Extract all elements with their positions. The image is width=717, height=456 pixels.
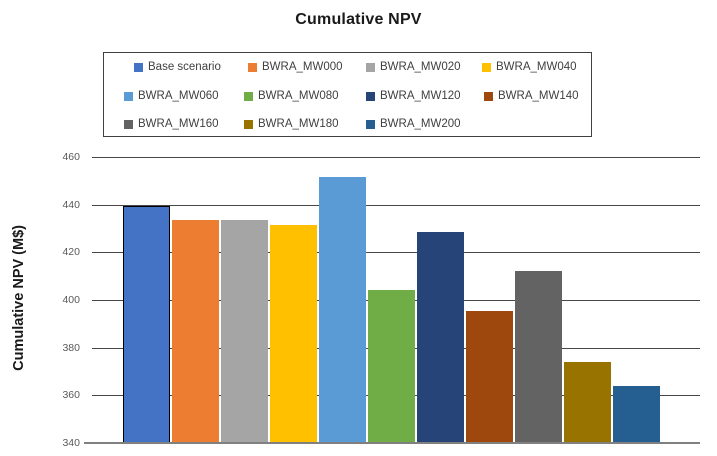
legend-item-bwra-mw020: BWRA_MW020 <box>366 57 461 77</box>
bar-bwra-mw080 <box>368 290 415 443</box>
legend-swatch-icon <box>124 119 133 129</box>
legend-label: BWRA_MW180 <box>258 118 339 130</box>
bar-bwra-mw140 <box>466 310 513 443</box>
y-tick-label-460: 460 <box>62 151 80 163</box>
legend-swatch-icon <box>244 119 253 129</box>
legend-item-bwra-mw120: BWRA_MW120 <box>366 86 461 106</box>
y-tick-label-440: 440 <box>62 198 80 211</box>
legend-label: BWRA_MW200 <box>380 118 461 130</box>
legend-item-bwra-mw160: BWRA_MW160 <box>124 114 219 134</box>
legend-item-bwra-mw060: BWRA_MW060 <box>124 86 219 106</box>
legend-label: BWRA_MW060 <box>138 90 219 102</box>
legend-label: Base scenario <box>148 61 221 73</box>
legend: Base scenario BWRA_MW000 BWRA_MW020 BWRA_MW… <box>103 52 592 137</box>
bar-bwra-mw180 <box>564 361 611 443</box>
y-tick-label-400: 400 <box>62 294 80 306</box>
legend-swatch-icon <box>366 91 375 101</box>
bar-bwra-mw040 <box>270 224 317 443</box>
legend-item-base-scenario: Base scenario <box>134 57 221 77</box>
legend-label: BWRA_MW140 <box>498 90 579 102</box>
gridline-460 <box>92 157 700 158</box>
legend-label: BWRA_MW020 <box>380 61 461 73</box>
legend-label: BWRA_MW080 <box>258 90 339 102</box>
bar-bwra-mw200 <box>613 385 660 443</box>
legend-label: BWRA_MW160 <box>138 118 219 130</box>
bar-bwra-mw020 <box>221 220 268 443</box>
legend-swatch-icon <box>366 62 375 72</box>
legend-item-bwra-mw040: BWRA_MW040 <box>482 57 577 77</box>
bar-bwra-mw120 <box>417 232 464 443</box>
plot-area <box>84 157 700 444</box>
legend-item-bwra-mw080: BWRA_MW080 <box>244 86 339 106</box>
y-axis-title: Cumulative NPV (M$) <box>6 150 32 446</box>
y-tick-label-380: 380 <box>62 341 80 354</box>
y-tick-label-340: 340 <box>62 437 80 449</box>
legend-item-bwra-mw140: BWRA_MW140 <box>484 86 579 106</box>
bar-base-scenario <box>123 205 170 443</box>
legend-item-bwra-mw200: BWRA_MW200 <box>366 114 461 134</box>
legend-swatch-icon <box>482 62 491 72</box>
legend-label: BWRA_MW040 <box>496 61 577 73</box>
chart-title: Cumulative NPV <box>295 11 422 28</box>
bar-bwra-mw160 <box>515 271 562 443</box>
bar-bwra-mw060 <box>319 177 366 443</box>
legend-swatch-icon <box>484 91 493 101</box>
legend-swatch-icon <box>244 91 253 101</box>
legend-swatch-icon <box>134 62 143 72</box>
legend-swatch-icon <box>248 62 257 72</box>
gridline-420 <box>92 252 700 254</box>
legend-swatch-icon <box>366 119 375 129</box>
y-axis-title-text: Cumulative NPV (M$) <box>11 225 27 371</box>
legend-item-bwra-mw000: BWRA_MW000 <box>248 57 343 77</box>
legend-label: BWRA_MW000 <box>262 61 343 73</box>
gridline-440 <box>92 204 700 206</box>
y-tick-label-360: 360 <box>62 389 80 402</box>
x-axis-line <box>84 442 700 444</box>
y-tick-label-420: 420 <box>62 246 80 259</box>
bar-bwra-mw000 <box>172 220 219 443</box>
legend-label: BWRA_MW120 <box>380 90 461 102</box>
legend-item-bwra-mw180: BWRA_MW180 <box>244 114 339 134</box>
legend-swatch-icon <box>124 91 133 101</box>
